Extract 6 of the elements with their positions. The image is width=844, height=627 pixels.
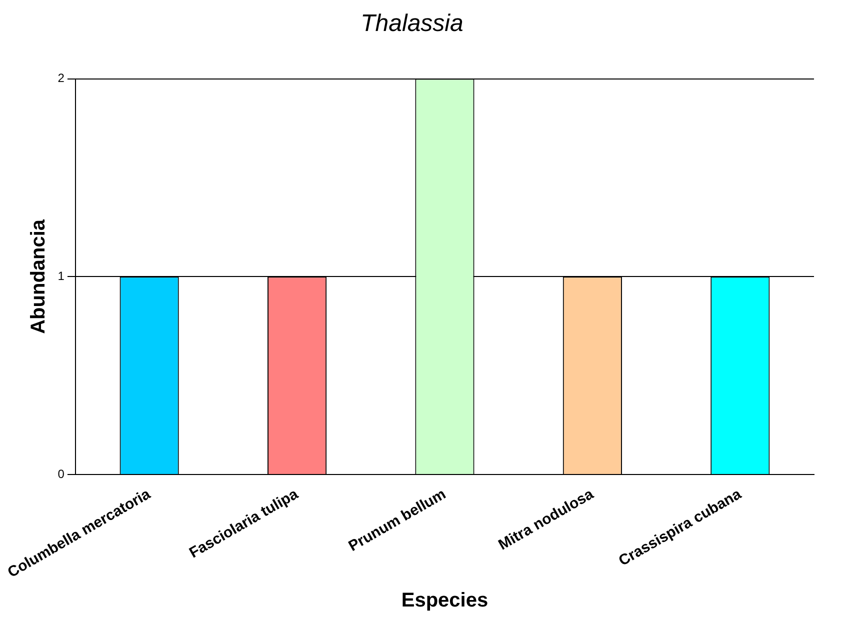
y-tick-label: 2 — [58, 71, 65, 86]
x-axis-title: Especies — [401, 590, 488, 612]
chart-title: Thalassia — [360, 10, 464, 38]
y-tick-label: 0 — [58, 466, 65, 481]
y-tick-label: 1 — [58, 268, 65, 283]
y-axis-title: Abundancia — [27, 218, 50, 334]
